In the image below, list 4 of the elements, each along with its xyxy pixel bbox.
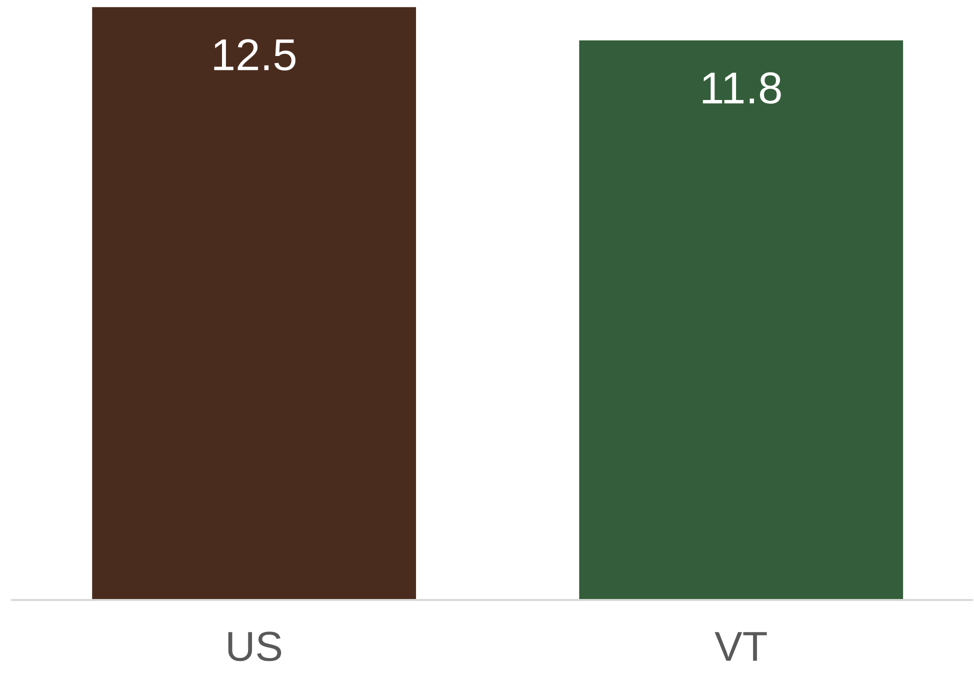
data-label: 11.8 <box>702 72 781 104</box>
x-tick-label: VT <box>714 632 767 661</box>
data-label: 12.5 <box>214 39 296 71</box>
x-tick-label: US <box>228 632 282 662</box>
